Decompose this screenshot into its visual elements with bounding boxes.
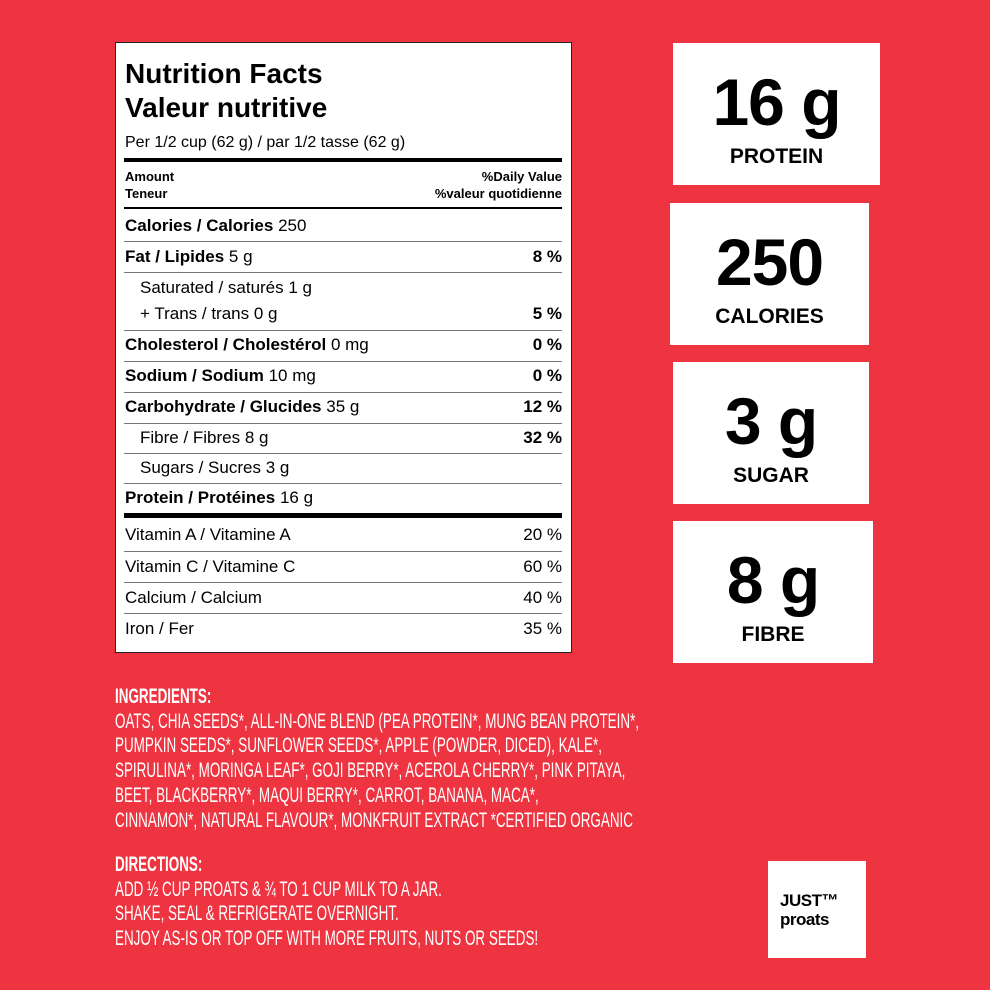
rule xyxy=(124,361,562,362)
nutrient-row: Sugars / Sucres 3 g xyxy=(140,458,289,478)
amount-header: Teneur xyxy=(125,186,168,201)
highlight-value: 250 xyxy=(715,225,824,299)
logo: JUST™ proats xyxy=(768,861,866,958)
title-fr: Valeur nutritive xyxy=(125,92,328,123)
nutrient-amount: 16 g xyxy=(279,488,314,507)
rule xyxy=(124,423,562,424)
heading: DIRECTIONS: xyxy=(115,853,203,876)
nutrient-dv: 32 % xyxy=(523,428,562,447)
rule xyxy=(124,241,562,242)
nutrient-label: Calories / Calories xyxy=(125,216,274,235)
nutrient-amount: 3 g xyxy=(265,458,290,477)
highlight-label: CALORIES xyxy=(715,305,824,328)
vitamin-label: Calcium / Calcium xyxy=(125,588,262,607)
text-line: ADD ½ CUP PROATS & ¾ TO 1 CUP MILK TO A … xyxy=(115,877,442,901)
serving: Per 1/2 cup (62 g) / par 1/2 tasse (62 g… xyxy=(125,134,406,151)
nutrient-amount: 10 mg xyxy=(268,366,316,385)
text-line: ENJOY AS-IS OR TOP OFF WITH MORE FRUITS,… xyxy=(115,927,539,951)
nutrient-label: + Trans / trans xyxy=(140,304,250,323)
nutrient-dv: 0 % xyxy=(532,366,562,385)
nutrient-dv: 12 % xyxy=(523,397,562,416)
rule xyxy=(124,272,562,273)
nutrient-dv: 0 % xyxy=(532,335,562,354)
text-line: SPIRULINA*, MORINGA LEAF*, GOJI BERRY*, … xyxy=(115,759,626,783)
nutrient-row: Carbohydrate / Glucides 35 g xyxy=(125,397,359,417)
nutrient-label: Carbohydrate / Glucides xyxy=(125,397,322,416)
nutrient-label: Fibre / Fibres xyxy=(140,428,241,447)
rule xyxy=(124,207,562,209)
vitamin-label: Vitamin A / Vitamine A xyxy=(125,525,291,544)
nutrient-label: Fat / Lipides xyxy=(125,247,225,266)
nutrient-amount: 0 g xyxy=(253,304,278,323)
ingredients: INGREDIENTS: OATS, CHIA SEEDS*, ALL-IN-ON… xyxy=(115,685,639,833)
vitamin-dv: 40 % xyxy=(523,588,562,607)
nutrient-row: Fat / Lipides 5 g xyxy=(125,247,253,267)
rule xyxy=(124,582,562,583)
nutrient-label: Sugars / Sucres xyxy=(140,458,261,477)
directions: DIRECTIONS: ADD ½ CUP PROATS & ¾ TO 1 CUP… xyxy=(115,853,538,952)
nutrient-row: Fibre / Fibres 8 g xyxy=(140,428,269,448)
highlight-label: SUGAR xyxy=(733,464,809,487)
nutrient-amount: 8 g xyxy=(244,428,269,447)
amount-header: Amount xyxy=(125,169,175,184)
highlight-label: FIBRE xyxy=(741,623,805,646)
nutrient-row: Saturated / saturés 1 g xyxy=(140,278,312,298)
rule xyxy=(124,513,562,518)
nutrient-dv: 8 % xyxy=(532,247,562,266)
text-line: CINNAMON*, NATURAL FLAVOUR*, MONKFRUIT E… xyxy=(115,808,633,832)
nutrient-dv: 5 % xyxy=(532,304,562,323)
nutrient-amount: 0 mg xyxy=(330,335,369,354)
highlight-value: 8 g xyxy=(726,543,820,617)
rule xyxy=(124,158,562,162)
rule xyxy=(124,551,562,552)
rule xyxy=(124,613,562,614)
highlight-box: 250 CALORIES xyxy=(670,203,869,345)
nutrient-amount: 5 g xyxy=(228,247,253,266)
highlight-value: 3 g xyxy=(724,384,818,458)
heading: INGREDIENTS: xyxy=(115,685,212,708)
highlight-value: 16 g xyxy=(712,65,841,139)
nutrient-amount: 35 g xyxy=(326,397,360,416)
vitamin-dv: 35 % xyxy=(523,619,562,638)
logo-just: JUST™ xyxy=(780,891,838,910)
dv-header: %Daily Value xyxy=(481,169,562,184)
dv-header: %valeur quotidienne xyxy=(434,186,562,201)
highlight-box: 8 g FIBRE xyxy=(673,521,873,663)
highlight-label: PROTEIN xyxy=(729,145,824,168)
rule xyxy=(124,453,562,454)
rule xyxy=(124,483,562,484)
text-line: PUMPKIN SEEDS*, SUNFLOWER SEEDS*, APPLE … xyxy=(115,734,602,758)
nutrient-row: Sodium / Sodium 10 mg xyxy=(125,366,316,386)
vitamin-label: Vitamin C / Vitamine C xyxy=(125,557,296,576)
nutrient-row: Calories / Calories 250 xyxy=(125,216,306,236)
nutrient-amount: 250 xyxy=(278,216,307,235)
text-line: OATS, CHIA SEEDS*, ALL-IN-ONE BLEND (PEA… xyxy=(115,709,640,733)
nutrient-label: Cholesterol / Cholestérol xyxy=(125,335,327,354)
nutrient-amount: 1 g xyxy=(288,278,313,297)
text-line: SHAKE, SEAL & REFRIGERATE OVERNIGHT. xyxy=(115,902,399,926)
highlight-box: 3 g SUGAR xyxy=(673,362,869,504)
title: Nutrition Facts xyxy=(125,58,323,89)
rule xyxy=(124,392,562,393)
text-line: BEET, BLACKBERRY*, MAQUI BERRY*, CARROT,… xyxy=(115,783,539,807)
nutrient-row: Protein / Protéines 16 g xyxy=(125,488,313,508)
nutrient-label: Saturated / saturés xyxy=(140,278,284,297)
nutrient-label: Sodium / Sodium xyxy=(125,366,264,385)
highlight-box: 16 g PROTEIN xyxy=(673,43,880,185)
nutrient-label: Protein / Protéines xyxy=(125,488,276,507)
nutrient-row: Cholesterol / Cholestérol 0 mg xyxy=(125,335,369,355)
logo-proats: proats xyxy=(780,910,829,929)
vitamin-label: Iron / Fer xyxy=(125,619,194,638)
vitamin-dv: 60 % xyxy=(523,557,562,576)
nutrient-row: + Trans / trans 0 g xyxy=(140,304,278,324)
vitamin-dv: 20 % xyxy=(523,525,562,544)
rule xyxy=(124,330,562,331)
